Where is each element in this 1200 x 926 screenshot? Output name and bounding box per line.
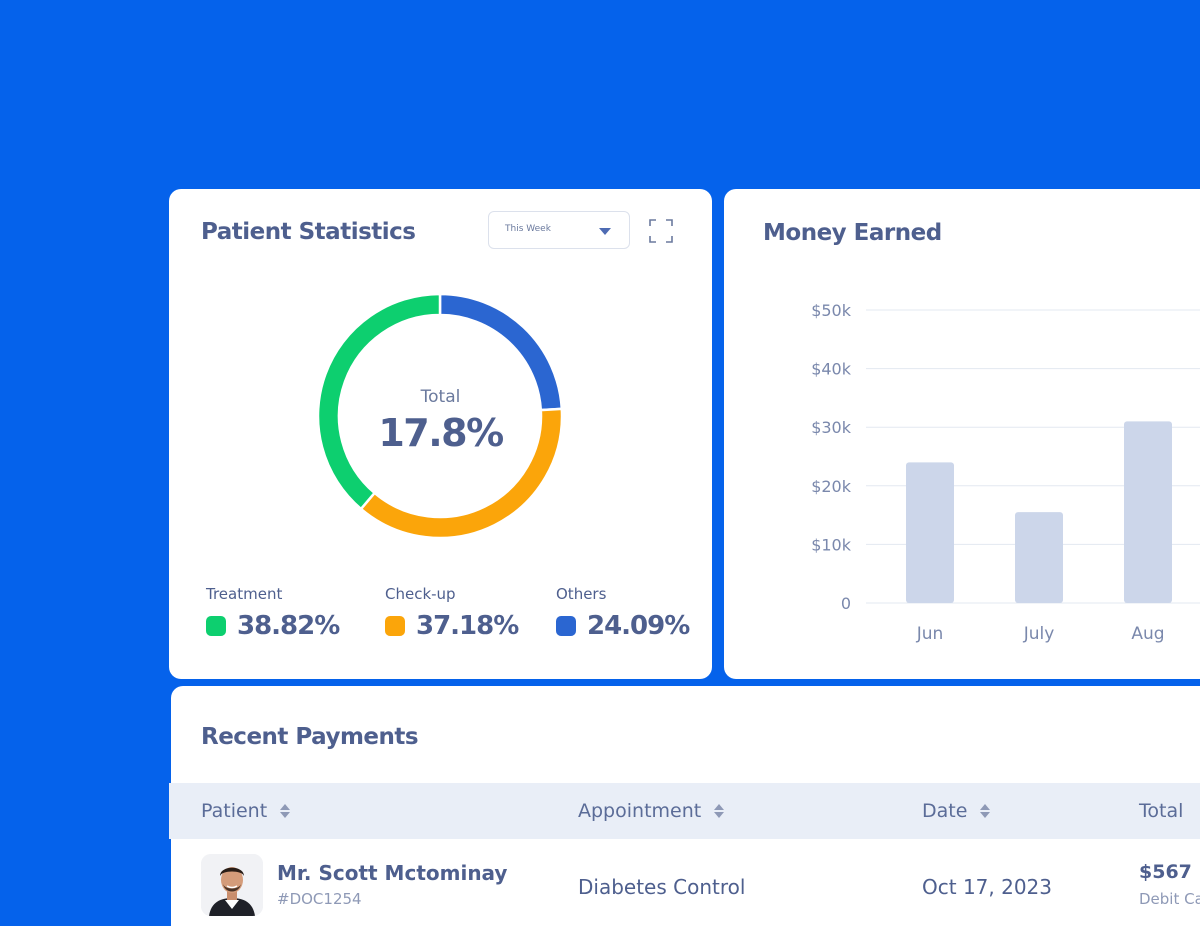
patient-name: Mr. Scott Mctominay (277, 861, 508, 885)
patient-id: #DOC1254 (277, 890, 362, 908)
legend-value: 38.82% (237, 611, 340, 641)
legend-swatch-treatment (206, 616, 226, 636)
legend-treatment: Treatment 38.82% (206, 585, 340, 641)
column-header-label: Appointment (578, 800, 702, 822)
column-header-appointment[interactable]: Appointment (578, 800, 725, 822)
table-header: Patient Appointment Date Total (169, 783, 1200, 839)
legend-swatch-others (556, 616, 576, 636)
legend-label: Treatment (206, 585, 283, 603)
total-cell: $567 (1139, 861, 1192, 883)
bar-jun (906, 462, 954, 603)
x-tick-label: July (1023, 624, 1055, 644)
recent-payments-title: Recent Payments (201, 724, 419, 750)
legend-checkup: Check-up 37.18% (385, 585, 519, 641)
money-earned-title: Money Earned (763, 220, 942, 246)
appointment-cell: Diabetes Control (578, 875, 746, 899)
sort-icon (280, 804, 291, 818)
donut-segment-treatment (316, 292, 442, 511)
bar-july (1015, 512, 1063, 603)
legend-label: Check-up (385, 585, 456, 603)
y-tick-label: $20k (811, 477, 852, 496)
donut-total-label: Total (420, 387, 461, 407)
date-cell: Oct 17, 2023 (922, 875, 1052, 899)
patient-statistics-title: Patient Statistics (201, 219, 416, 245)
y-tick-label: $30k (811, 418, 852, 437)
range-select-value: This Week (505, 224, 551, 234)
bar-aug (1124, 421, 1172, 603)
y-tick-label: $40k (811, 360, 852, 379)
y-tick-label: $50k (811, 301, 852, 320)
column-header-label: Patient (201, 800, 268, 822)
x-tick-label: Aug (1131, 624, 1164, 644)
column-header-total[interactable]: Total (1139, 800, 1183, 822)
money-earned-bar-chart: 0 $10k $20k $30k $40k $50k Jun July Aug (811, 301, 1200, 644)
legend-swatch-checkup (385, 616, 405, 636)
patient-statistics-card: Patient Statistics This Week Total 17.8%… (169, 189, 712, 679)
money-earned-card: Money Earned 0 $10k $20k $30k $40k $50k Jun Ju… (724, 189, 1200, 679)
legend-others: Others 24.09% (556, 585, 690, 641)
chevron-down-icon (599, 228, 611, 235)
range-select[interactable]: This Week (488, 211, 630, 249)
y-tick-label: $10k (811, 535, 852, 554)
column-header-label: Total (1139, 800, 1184, 822)
sort-icon (980, 804, 991, 818)
y-tick-label: 0 (841, 594, 851, 613)
donut-total-value: 17.8% (378, 411, 504, 455)
column-header-date[interactable]: Date (922, 800, 991, 822)
patient-donut-chart (316, 292, 564, 540)
payment-method: Debit Card (1139, 890, 1200, 908)
column-header-label: Date (922, 800, 968, 822)
expand-icon[interactable] (649, 219, 673, 243)
sort-icon (714, 804, 725, 818)
recent-payments-card: Recent Payments Patient Appointment Date… (169, 686, 1200, 926)
legend-label: Others (556, 585, 607, 603)
x-tick-label: Jun (916, 624, 944, 644)
legend-value: 37.18% (416, 611, 519, 641)
column-header-patient[interactable]: Patient (201, 800, 291, 822)
legend-value: 24.09% (587, 611, 690, 641)
